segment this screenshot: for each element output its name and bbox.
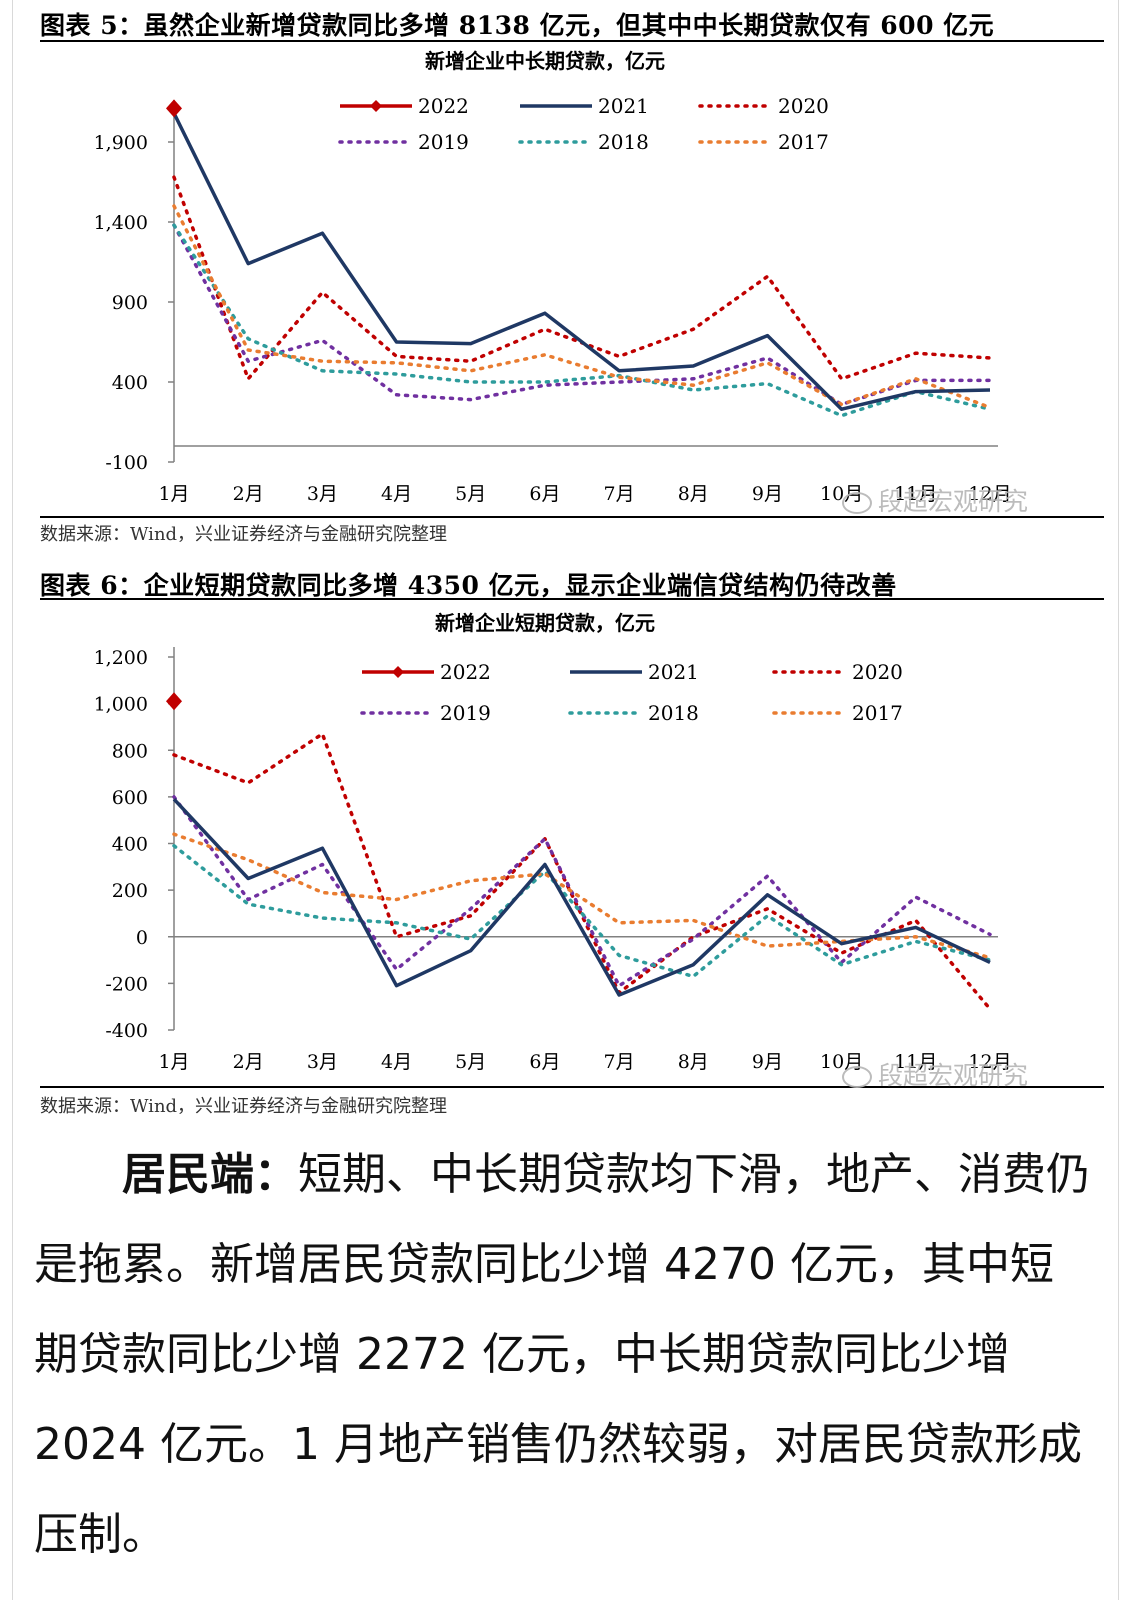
- x-tick-label: 7月: [604, 483, 635, 505]
- legend-marker-2022: [392, 666, 404, 678]
- x-tick-label: 9月: [752, 1051, 783, 1073]
- figure6-title: 图表 6：企业短期贷款同比多增 4350 亿元，显示企业端信贷结构仍待改善: [40, 566, 1100, 602]
- legend-label-2019: 2019: [418, 130, 469, 154]
- y-tick-label: 0: [136, 927, 148, 949]
- y-tick-label: -100: [105, 452, 148, 474]
- wechat-icon: [842, 492, 872, 514]
- figure5-watermark-text: 段超宏观研究: [878, 487, 1028, 516]
- x-tick-label: 5月: [455, 483, 486, 505]
- chart-title: 新增企业中长期贷款，亿元: [425, 49, 665, 73]
- x-tick-label: 3月: [307, 1051, 338, 1073]
- legend-marker-2022: [370, 100, 382, 112]
- y-tick-label: 200: [112, 880, 148, 902]
- legend-label-2019: 2019: [440, 701, 491, 725]
- y-tick-label: 1,400: [94, 212, 148, 234]
- figure6-watermark: 段超宏观研究: [842, 1056, 1028, 1092]
- figure6-watermark-text: 段超宏观研究: [878, 1061, 1028, 1090]
- x-tick-label: 4月: [381, 483, 412, 505]
- legend-label-2018: 2018: [648, 701, 699, 725]
- chart-title: 新增企业短期贷款，亿元: [435, 611, 655, 635]
- figure6-title-rule: [40, 598, 1104, 600]
- x-tick-label: 5月: [455, 1051, 486, 1073]
- x-tick-label: 2月: [233, 483, 264, 505]
- legend-label-2021: 2021: [598, 94, 649, 118]
- y-tick-label: 1,900: [94, 132, 148, 154]
- legend-label-2022: 2022: [440, 660, 491, 684]
- x-tick-label: 1月: [158, 1051, 189, 1073]
- wechat-icon: [842, 1066, 872, 1088]
- y-tick-label: 900: [112, 292, 148, 314]
- series-line-2018: [174, 846, 990, 977]
- y-tick-label: 400: [112, 372, 148, 394]
- y-tick-label: 800: [112, 740, 148, 762]
- figure5-watermark: 段超宏观研究: [842, 482, 1028, 518]
- x-tick-label: 8月: [678, 1051, 709, 1073]
- legend-label-2018: 2018: [598, 130, 649, 154]
- figure6-source: 数据来源：Wind，兴业证券经济与金融研究院整理: [40, 1092, 447, 1118]
- series-line-2020: [174, 177, 990, 379]
- y-tick-label: -400: [105, 1020, 148, 1042]
- legend-label-2017: 2017: [852, 701, 903, 725]
- figure6-chart: 新增企业短期贷款，亿元 -400 -200 0 200 400 600 800 1,000 1,2…: [0, 602, 1131, 1084]
- x-tick-label: 3月: [307, 483, 338, 505]
- series-point-2022: [166, 99, 182, 117]
- x-tick-label: 2月: [233, 1051, 264, 1073]
- series-point-2022: [166, 692, 182, 710]
- legend-label-2020: 2020: [852, 660, 903, 684]
- legend-label-2022: 2022: [418, 94, 469, 118]
- figure5-source: 数据来源：Wind，兴业证券经济与金融研究院整理: [40, 520, 447, 546]
- body-paragraph: 居民端：短期、中长期贷款均下滑，地产、消费仍是拖累。新增居民贷款同比少增 427…: [34, 1130, 1094, 1580]
- x-tick-label: 7月: [604, 1051, 635, 1073]
- series-line-2020: [174, 734, 990, 1009]
- y-tick-label: 1,200: [94, 647, 148, 669]
- series-line-2021: [174, 113, 990, 409]
- x-tick-label: 6月: [529, 483, 560, 505]
- body-text: 短期、中长期贷款均下滑，地产、消费仍是拖累。新增居民贷款同比少增 4270 亿元…: [34, 1149, 1090, 1560]
- figure5-title-rule: [40, 40, 1104, 42]
- series-line-2021: [174, 799, 990, 995]
- figure5-title: 图表 5：虽然企业新增贷款同比多增 8138 亿元，但其中中长期贷款仅有 600…: [40, 6, 1100, 42]
- y-tick-label: 600: [112, 787, 148, 809]
- y-tick-label: 400: [112, 834, 148, 856]
- x-tick-label: 8月: [678, 483, 709, 505]
- x-tick-label: 1月: [158, 483, 189, 505]
- x-tick-label: 6月: [529, 1051, 560, 1073]
- legend-label-2021: 2021: [648, 660, 699, 684]
- body-lead: 居民端：: [122, 1149, 298, 1200]
- x-tick-label: 9月: [752, 483, 783, 505]
- x-tick-label: 4月: [381, 1051, 412, 1073]
- legend-label-2020: 2020: [778, 94, 829, 118]
- legend-label-2017: 2017: [778, 130, 829, 154]
- y-tick-label: 1,000: [94, 694, 148, 716]
- y-tick-label: -200: [105, 973, 148, 995]
- figure5-chart: 新增企业中长期贷款，亿元 -100 400 900 1,400 1,900 1月 2月 3月 4月…: [0, 44, 1131, 514]
